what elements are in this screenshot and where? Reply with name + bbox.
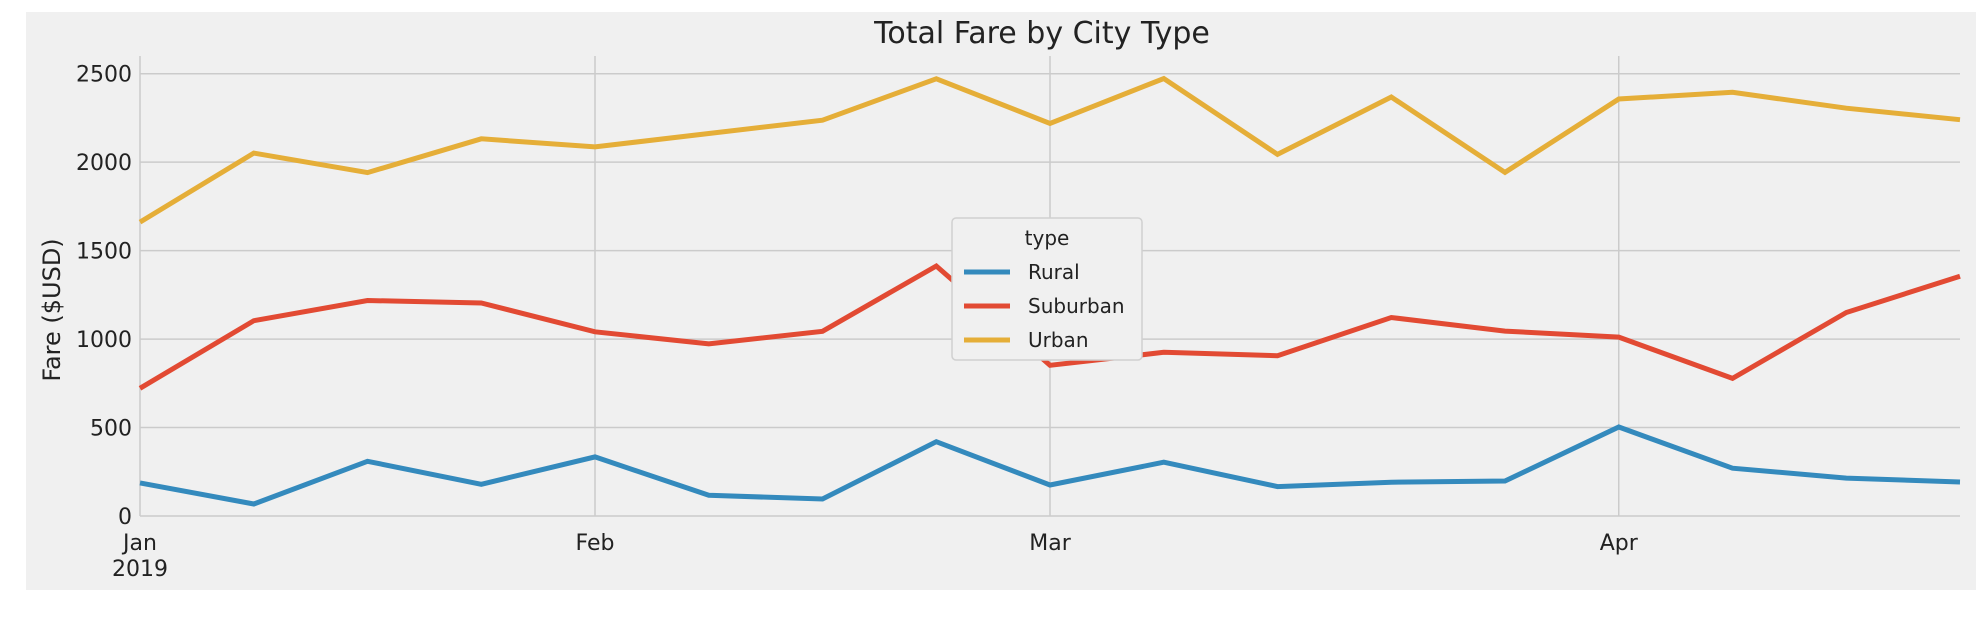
x-tick-label: Mar bbox=[1029, 531, 1071, 556]
legend-label-rural: Rural bbox=[1028, 260, 1080, 284]
y-axis-ticks: 0 500 1000 1500 2000 2500 bbox=[76, 63, 132, 530]
series-line-suburban bbox=[138, 262, 1961, 391]
y-tick-label: 2500 bbox=[76, 63, 132, 88]
x-tick-label: Apr bbox=[1600, 531, 1639, 556]
legend-label-urban: Urban bbox=[1028, 328, 1089, 352]
series-line-urban bbox=[138, 75, 1961, 225]
x-tick-label: Jan bbox=[121, 531, 157, 556]
series-line-rural bbox=[139, 424, 1961, 507]
legend-title: type bbox=[1025, 226, 1070, 250]
series-lines bbox=[138, 75, 1961, 507]
x-tick-sublabel: 2019 bbox=[112, 557, 168, 582]
y-axis-label: Fare ($USD) bbox=[38, 238, 66, 381]
legend-box bbox=[951, 217, 1143, 361]
chart-title: Total Fare by City Type bbox=[873, 16, 1210, 51]
legend: type Rural Suburban Urban bbox=[951, 217, 1143, 361]
y-tick-label: 1500 bbox=[76, 240, 132, 265]
legend-items: Rural Suburban Urban bbox=[964, 260, 1125, 352]
y-tick-label: 1000 bbox=[76, 328, 132, 353]
legend-label-suburban: Suburban bbox=[1028, 294, 1125, 318]
x-tick-label: Feb bbox=[576, 531, 615, 556]
y-tick-label: 2000 bbox=[76, 151, 132, 176]
y-tick-label: 500 bbox=[90, 417, 132, 442]
y-tick-label: 0 bbox=[118, 505, 132, 530]
